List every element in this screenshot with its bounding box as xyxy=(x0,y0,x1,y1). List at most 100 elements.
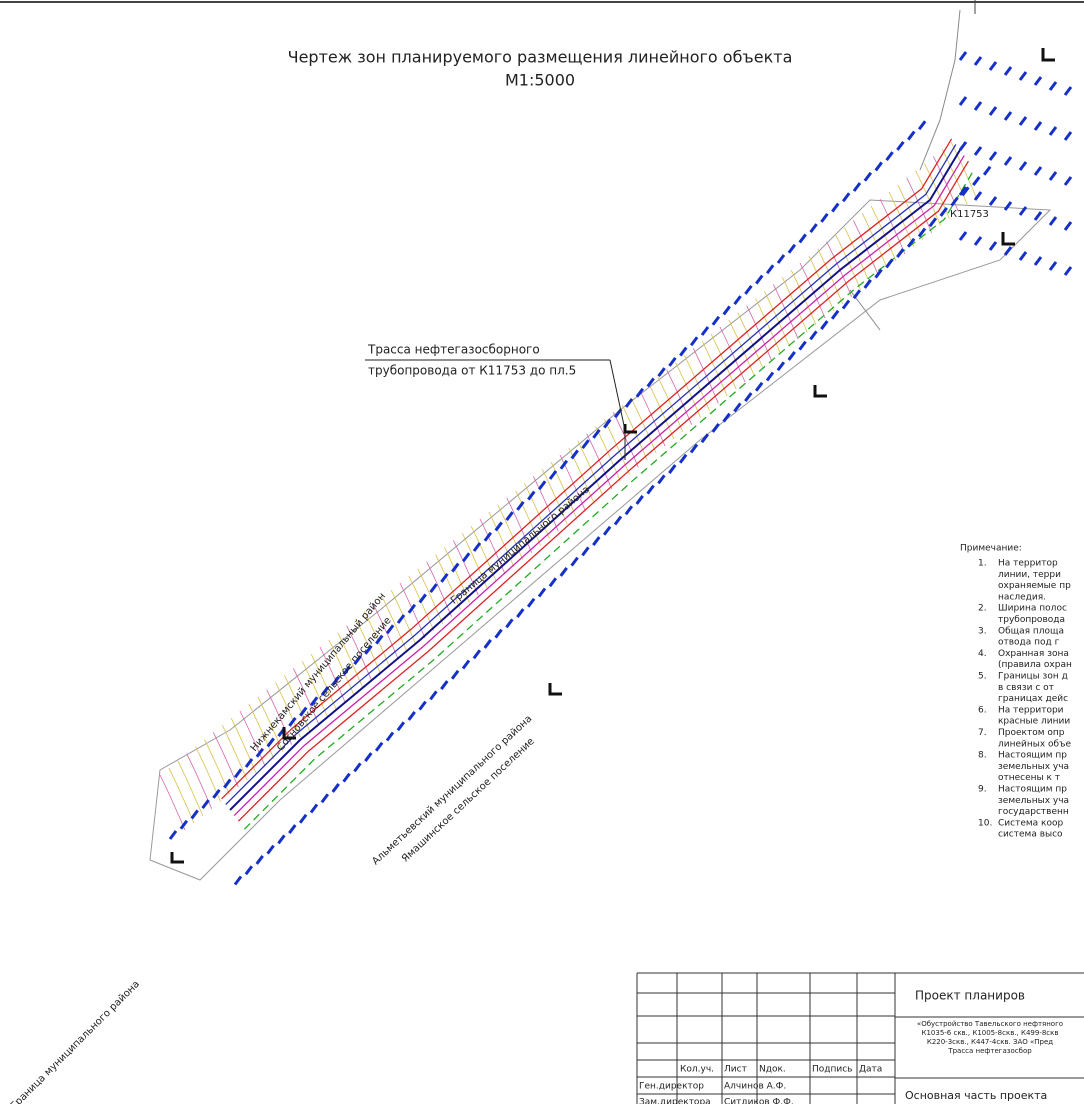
dash xyxy=(1050,127,1056,135)
note-line: трубопровода xyxy=(998,615,1065,625)
dash xyxy=(496,630,502,638)
section-marks xyxy=(172,48,1055,862)
dash xyxy=(975,147,981,155)
dash xyxy=(745,393,751,401)
contour xyxy=(169,768,194,823)
dash xyxy=(800,234,806,242)
dash xyxy=(648,378,654,386)
note-line: Система коор xyxy=(998,818,1063,828)
dash xyxy=(778,255,784,263)
dash xyxy=(289,825,295,833)
signatory: Ситдиков Ф.Ф. xyxy=(724,1098,794,1104)
dash xyxy=(474,650,480,658)
dash xyxy=(278,835,284,843)
dash xyxy=(778,362,784,370)
note-line: Проектом опр xyxy=(998,728,1065,738)
dash xyxy=(1020,117,1026,125)
dash xyxy=(626,506,632,514)
dash xyxy=(583,440,589,448)
dash xyxy=(398,722,404,730)
contour xyxy=(773,284,798,339)
dash xyxy=(1065,267,1071,275)
signatory: Алчинов А.Ф. xyxy=(724,1082,786,1092)
note-line: линейных объе xyxy=(998,739,1071,749)
callout: Трасса нефтегазосборного xyxy=(367,343,540,357)
dash xyxy=(702,327,708,335)
dash xyxy=(975,237,981,245)
contour xyxy=(178,761,203,816)
boundary-label: Граница муниципального района xyxy=(449,484,592,606)
dash xyxy=(990,152,996,160)
dash xyxy=(680,348,686,356)
dash xyxy=(876,162,882,170)
dash xyxy=(604,527,610,535)
description: «Обустройство Тавельского нефтяного xyxy=(917,1020,1063,1028)
dash xyxy=(550,471,556,479)
note-line: На территори xyxy=(998,705,1064,715)
dash xyxy=(354,763,360,771)
dash xyxy=(990,62,996,70)
dash xyxy=(1065,132,1071,140)
dash xyxy=(496,522,502,530)
leader xyxy=(610,360,625,460)
contour xyxy=(782,277,807,332)
note-line: границах дейс xyxy=(998,694,1068,704)
contour xyxy=(222,725,247,780)
dash xyxy=(507,512,513,520)
description: К220-3скв., К447-4скв. ЗАО «Пред xyxy=(927,1038,1053,1046)
dash xyxy=(990,197,996,205)
dash xyxy=(333,784,339,792)
note-line: Настоящим пр xyxy=(998,751,1067,761)
note-line: отнесены к т xyxy=(998,773,1060,783)
dash xyxy=(919,121,925,129)
contour xyxy=(764,291,789,346)
note-line: (правила охран xyxy=(998,660,1072,670)
notes-heading: Примечание: xyxy=(960,544,1022,554)
dash xyxy=(887,152,893,160)
dash xyxy=(865,173,871,181)
note-line: На территор xyxy=(998,559,1058,569)
dash xyxy=(930,218,936,226)
note-line: Охранная зона xyxy=(998,649,1069,659)
signatory: Ген.директор xyxy=(639,1082,704,1092)
pipe xyxy=(234,156,964,816)
dash xyxy=(452,671,458,679)
dash xyxy=(886,259,892,267)
note-line: система высо xyxy=(998,830,1063,840)
dash xyxy=(203,800,209,808)
dash xyxy=(539,589,545,597)
dash xyxy=(517,609,523,617)
dash xyxy=(975,57,981,65)
note-line: в связи с от xyxy=(998,683,1054,693)
dash xyxy=(1020,252,1026,260)
dash xyxy=(897,249,903,257)
dash xyxy=(1050,172,1056,180)
note-number: 8. xyxy=(978,751,987,761)
title-block: Проект планиров«Обустройство Тавельского… xyxy=(637,973,1084,1104)
dash xyxy=(1005,112,1011,120)
dash xyxy=(485,640,491,648)
district-label: Нижнекамский муниципальный район xyxy=(249,591,388,754)
header: Лист xyxy=(724,1065,747,1075)
dash xyxy=(990,242,996,250)
dash xyxy=(865,280,871,288)
note-line: Ширина полос xyxy=(998,604,1067,614)
note-line: отвода под г xyxy=(998,638,1060,648)
dash xyxy=(235,877,241,885)
dash xyxy=(474,543,480,551)
dash xyxy=(659,368,665,376)
dash xyxy=(854,183,860,191)
dash xyxy=(170,831,176,839)
dash xyxy=(637,496,643,504)
note-number: 4. xyxy=(978,649,987,659)
scale: М1:5000 xyxy=(505,71,575,90)
dash xyxy=(300,815,306,823)
dash xyxy=(745,286,751,294)
dash xyxy=(960,142,966,150)
dash xyxy=(409,712,415,720)
sheet-title: Основная часть проекта xyxy=(905,1089,1047,1102)
note-number: 7. xyxy=(978,728,987,738)
dash xyxy=(506,619,512,627)
contour xyxy=(791,270,816,325)
pipe xyxy=(222,139,952,799)
